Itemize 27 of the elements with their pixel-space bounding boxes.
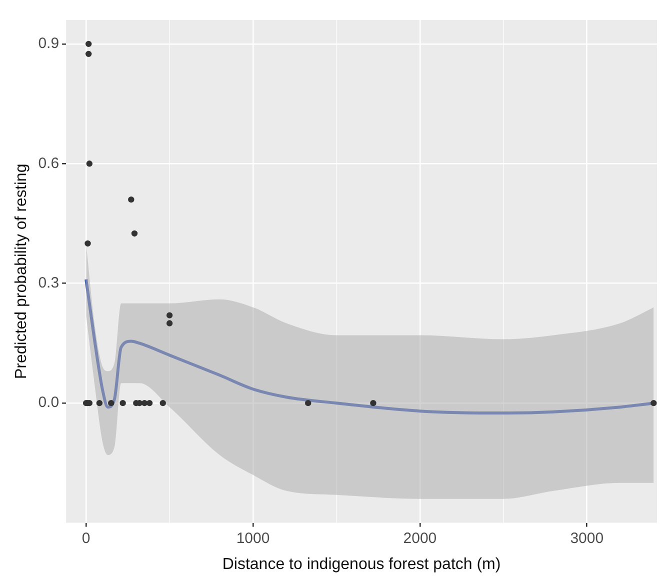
point [96,400,103,406]
x-tick-label: 3000 [570,530,604,547]
y-tick-label: 0.0 [38,394,60,412]
y-axis-title: Predicted probability of resting [13,164,30,380]
point [128,196,134,203]
point [166,320,173,326]
point [370,400,376,406]
x-axis-title: Distance to indigenous forest patch (m) [222,556,501,573]
point [166,312,173,318]
point [85,50,92,58]
point [84,240,91,247]
point [86,160,93,167]
point [146,400,153,406]
point [141,400,148,406]
x-tick-label: 2000 [403,530,437,547]
point [131,230,138,237]
point [650,400,657,406]
y-tick-label: 0.6 [38,154,60,172]
x-tick-label: 1000 [236,530,270,547]
point [85,40,92,48]
point [120,400,126,406]
y-tick-label: 0.9 [38,35,60,52]
point [305,400,312,406]
y-tick-label: 0.3 [38,274,60,292]
point [108,400,114,406]
x-tick-label: 0 [82,530,90,547]
point [160,400,166,406]
